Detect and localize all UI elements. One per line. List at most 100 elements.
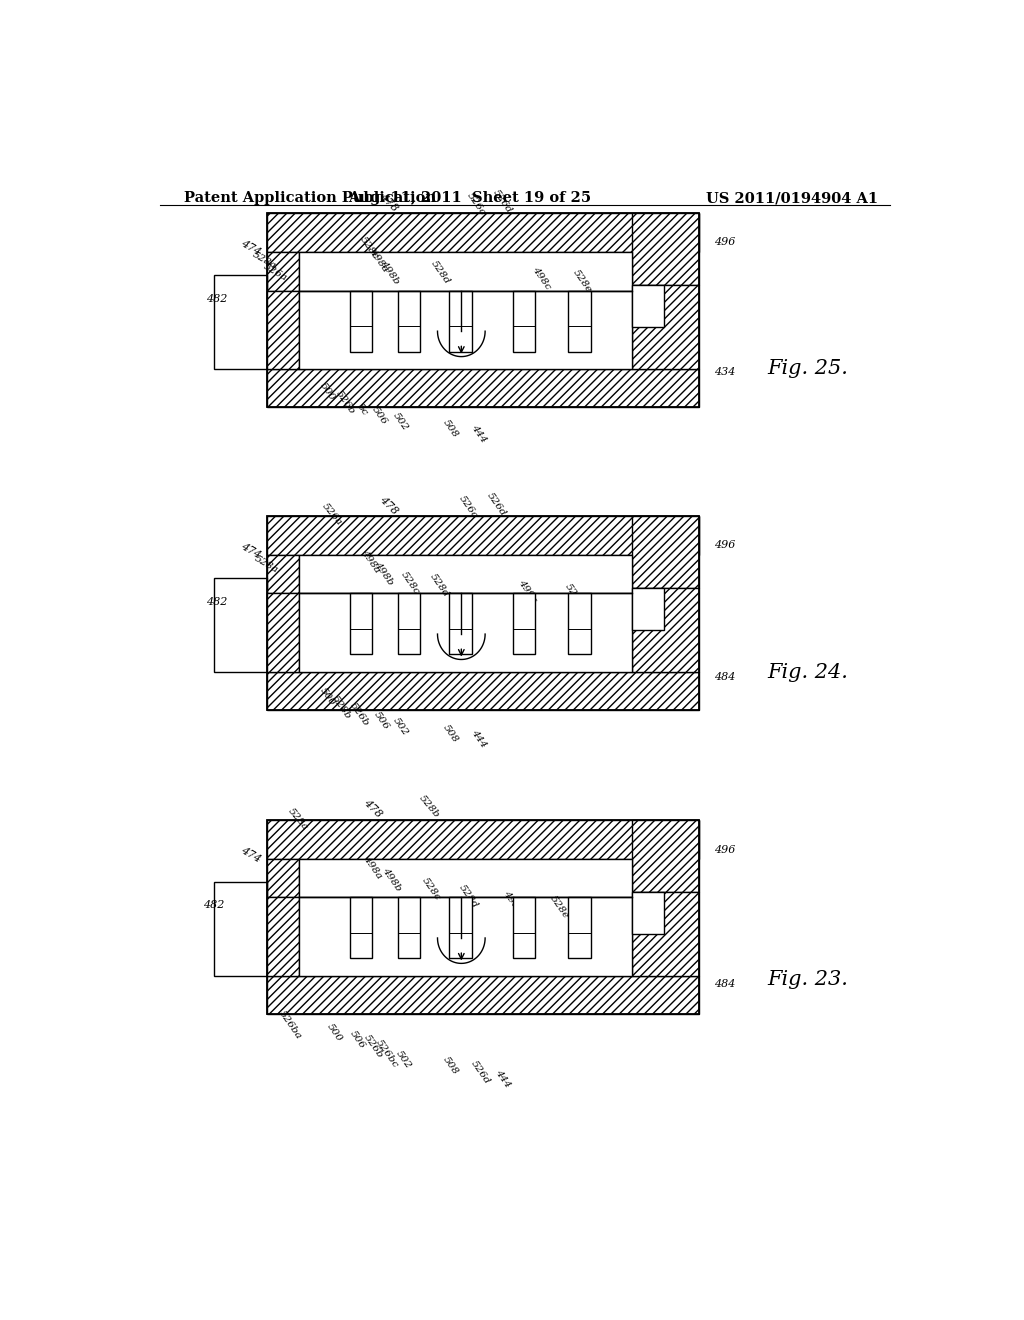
Text: Fig. 23.: Fig. 23. [767, 970, 848, 989]
Text: 498b: 498b [379, 259, 401, 285]
Bar [214, 882, 267, 975]
Text: 526b: 526b [348, 701, 371, 727]
Text: 528e: 528e [570, 268, 593, 294]
Bar [397, 898, 420, 958]
Bar [214, 578, 267, 672]
Text: 478: 478 [378, 191, 400, 214]
Text: 484: 484 [714, 978, 735, 989]
Bar [267, 214, 699, 252]
Text: 444: 444 [469, 424, 488, 445]
Bar [632, 589, 664, 630]
Bar [299, 859, 632, 898]
Text: 496: 496 [714, 845, 735, 854]
Bar [267, 672, 699, 710]
Bar [299, 898, 632, 975]
Text: 526a: 526a [321, 502, 344, 527]
Text: 498b: 498b [380, 866, 402, 892]
Text: 528b: 528b [331, 694, 353, 721]
Text: 498b: 498b [373, 560, 395, 586]
Bar [513, 898, 536, 958]
Bar [267, 214, 699, 408]
Text: 508: 508 [441, 723, 460, 744]
Bar [450, 594, 472, 655]
Text: 506: 506 [348, 1028, 368, 1051]
Text: Patent Application Publication: Patent Application Publication [183, 191, 435, 206]
Text: 474: 474 [240, 541, 262, 561]
Bar [267, 368, 699, 408]
Text: 498a: 498a [359, 548, 382, 574]
Text: 526d: 526d [469, 1059, 492, 1085]
Bar [267, 290, 299, 368]
Text: 496: 496 [714, 540, 735, 549]
Bar [267, 820, 699, 1014]
Text: 474: 474 [240, 238, 262, 257]
Bar [568, 290, 591, 351]
Text: 508: 508 [441, 418, 460, 440]
Text: 482: 482 [206, 293, 227, 304]
Text: 528d: 528d [430, 259, 453, 285]
Text: 528a: 528a [251, 249, 279, 271]
Text: 496: 496 [714, 236, 735, 247]
Text: 528b: 528b [418, 793, 441, 820]
Bar [267, 516, 699, 710]
Text: 526a: 526a [261, 261, 289, 282]
Bar [299, 594, 632, 672]
Text: Fig. 24.: Fig. 24. [767, 663, 848, 682]
Text: 474: 474 [240, 845, 262, 865]
Bar [450, 898, 472, 958]
Text: 526b: 526b [362, 1034, 385, 1060]
Text: 498c: 498c [530, 265, 552, 292]
Text: 526ba: 526ba [278, 1010, 303, 1041]
Text: 528c: 528c [420, 876, 442, 903]
Bar [450, 290, 472, 351]
Bar [632, 516, 699, 589]
Text: 528a: 528a [253, 553, 280, 574]
Text: 500: 500 [318, 686, 337, 708]
Text: 502: 502 [394, 1049, 413, 1071]
Bar [568, 594, 591, 655]
Bar [267, 820, 699, 859]
Bar [397, 290, 420, 351]
Bar [632, 589, 699, 672]
Text: 528a: 528a [287, 807, 310, 832]
Text: 498c: 498c [501, 890, 523, 916]
Text: 528d: 528d [428, 572, 451, 599]
Bar [568, 898, 591, 958]
Text: 506: 506 [373, 710, 391, 731]
Bar [299, 290, 632, 368]
Bar [513, 594, 536, 655]
Bar [267, 594, 299, 672]
Bar [632, 892, 699, 975]
Bar [214, 276, 267, 368]
Bar [632, 820, 699, 892]
Text: US 2011/0194904 A1: US 2011/0194904 A1 [706, 191, 878, 206]
Text: 528e: 528e [563, 582, 585, 609]
Text: 526b: 526b [334, 389, 357, 416]
Text: 506: 506 [370, 405, 389, 426]
Bar [632, 892, 664, 935]
Bar [350, 594, 373, 655]
Bar [350, 290, 373, 351]
Text: 508: 508 [441, 1055, 460, 1077]
Text: 434: 434 [714, 367, 735, 376]
Text: 482: 482 [204, 900, 224, 911]
Text: 528d: 528d [458, 883, 480, 909]
Text: 528c: 528c [399, 570, 422, 597]
Bar [350, 898, 373, 958]
Bar [267, 898, 299, 975]
Bar [267, 554, 299, 594]
Text: 526d: 526d [492, 187, 514, 215]
Text: 5c: 5c [355, 401, 370, 417]
Text: 484: 484 [714, 672, 735, 681]
Bar [267, 859, 299, 898]
Bar [267, 975, 699, 1014]
Text: 482: 482 [206, 597, 227, 607]
Bar [513, 290, 536, 351]
Bar [299, 252, 632, 290]
Bar [397, 594, 420, 655]
Text: 526bc: 526bc [374, 1038, 400, 1069]
Text: 526d: 526d [485, 491, 508, 517]
Bar [299, 554, 632, 594]
Text: 528c: 528c [358, 235, 380, 261]
Text: 502: 502 [391, 411, 411, 433]
